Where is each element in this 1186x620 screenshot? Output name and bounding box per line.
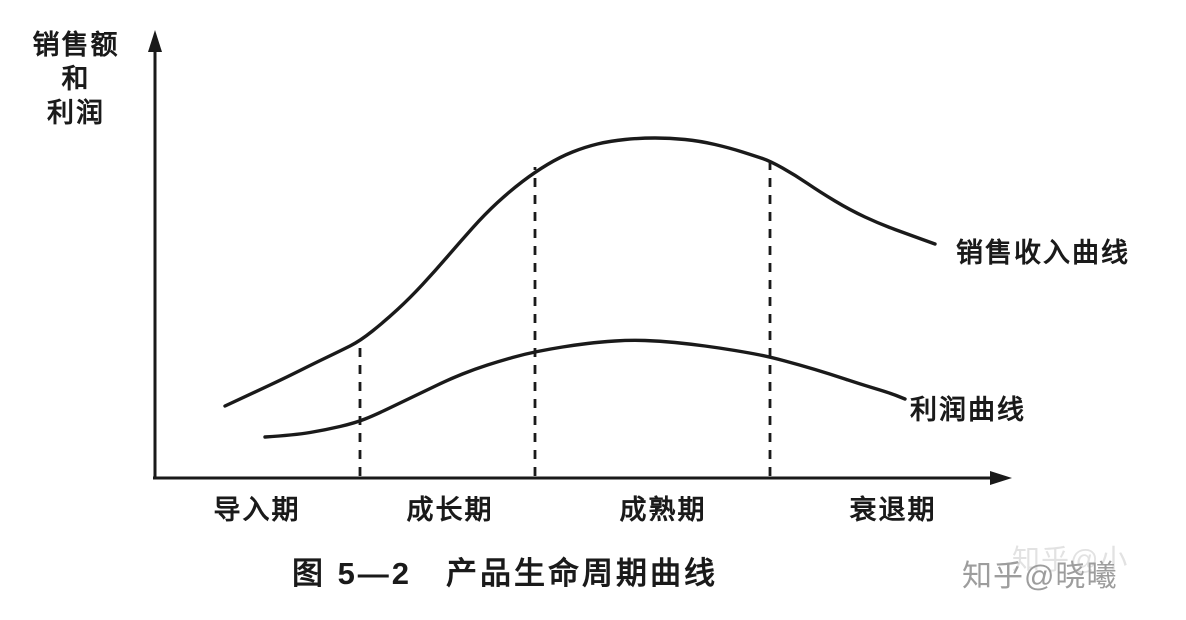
y-axis-title-line-3: 利润 (47, 98, 105, 128)
phase-label-maturity: 成熟期 (619, 495, 707, 525)
watermark-ghost: 知乎@小 (1012, 544, 1129, 575)
x-axis-arrowhead (990, 471, 1012, 485)
figure-caption: 图 5—2 产品生命周期曲线 (291, 556, 719, 591)
profit-curve-label: 利润曲线 (910, 395, 1026, 425)
phase-label-growth: 成长期 (406, 495, 494, 525)
sales-revenue-curve-label: 销售收入曲线 (956, 238, 1130, 268)
watermark: 知乎@晓曦 (962, 560, 1118, 593)
phase-label-introduction: 导入期 (213, 495, 301, 525)
y-axis-title-line-2: 和 (61, 64, 91, 94)
sales-revenue-curve (223, 136, 937, 408)
phase-label-decline: 衰退期 (849, 495, 937, 525)
y-axis-title: 销售额 和 利润 (18, 28, 134, 130)
y-axis-title-line-1: 销售额 (32, 30, 120, 60)
profit-curve (263, 338, 907, 439)
y-axis-arrowhead (148, 30, 162, 52)
